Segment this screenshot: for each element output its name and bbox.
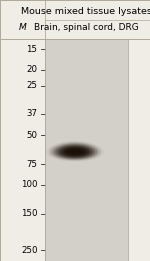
Polygon shape [61,147,89,157]
Polygon shape [72,151,78,153]
Polygon shape [55,144,95,159]
Polygon shape [64,148,86,156]
Text: Mouse mixed tissue lysates: Mouse mixed tissue lysates [21,7,150,16]
Polygon shape [66,149,84,155]
Text: M: M [19,23,26,32]
Polygon shape [46,141,104,162]
Text: 25: 25 [27,81,38,90]
Polygon shape [52,143,98,160]
Text: 20: 20 [27,66,38,74]
Text: 75: 75 [27,160,38,169]
Polygon shape [69,150,81,154]
Text: 100: 100 [21,180,38,189]
Bar [45,39,128,261]
Text: 250: 250 [21,246,38,255]
Text: Brain, spinal cord, DRG: Brain, spinal cord, DRG [34,23,139,32]
Text: 150: 150 [21,209,38,218]
Text: 15: 15 [27,45,38,54]
Polygon shape [58,146,92,158]
Text: 50: 50 [27,131,38,140]
Polygon shape [49,142,101,161]
Text: 37: 37 [27,109,38,118]
